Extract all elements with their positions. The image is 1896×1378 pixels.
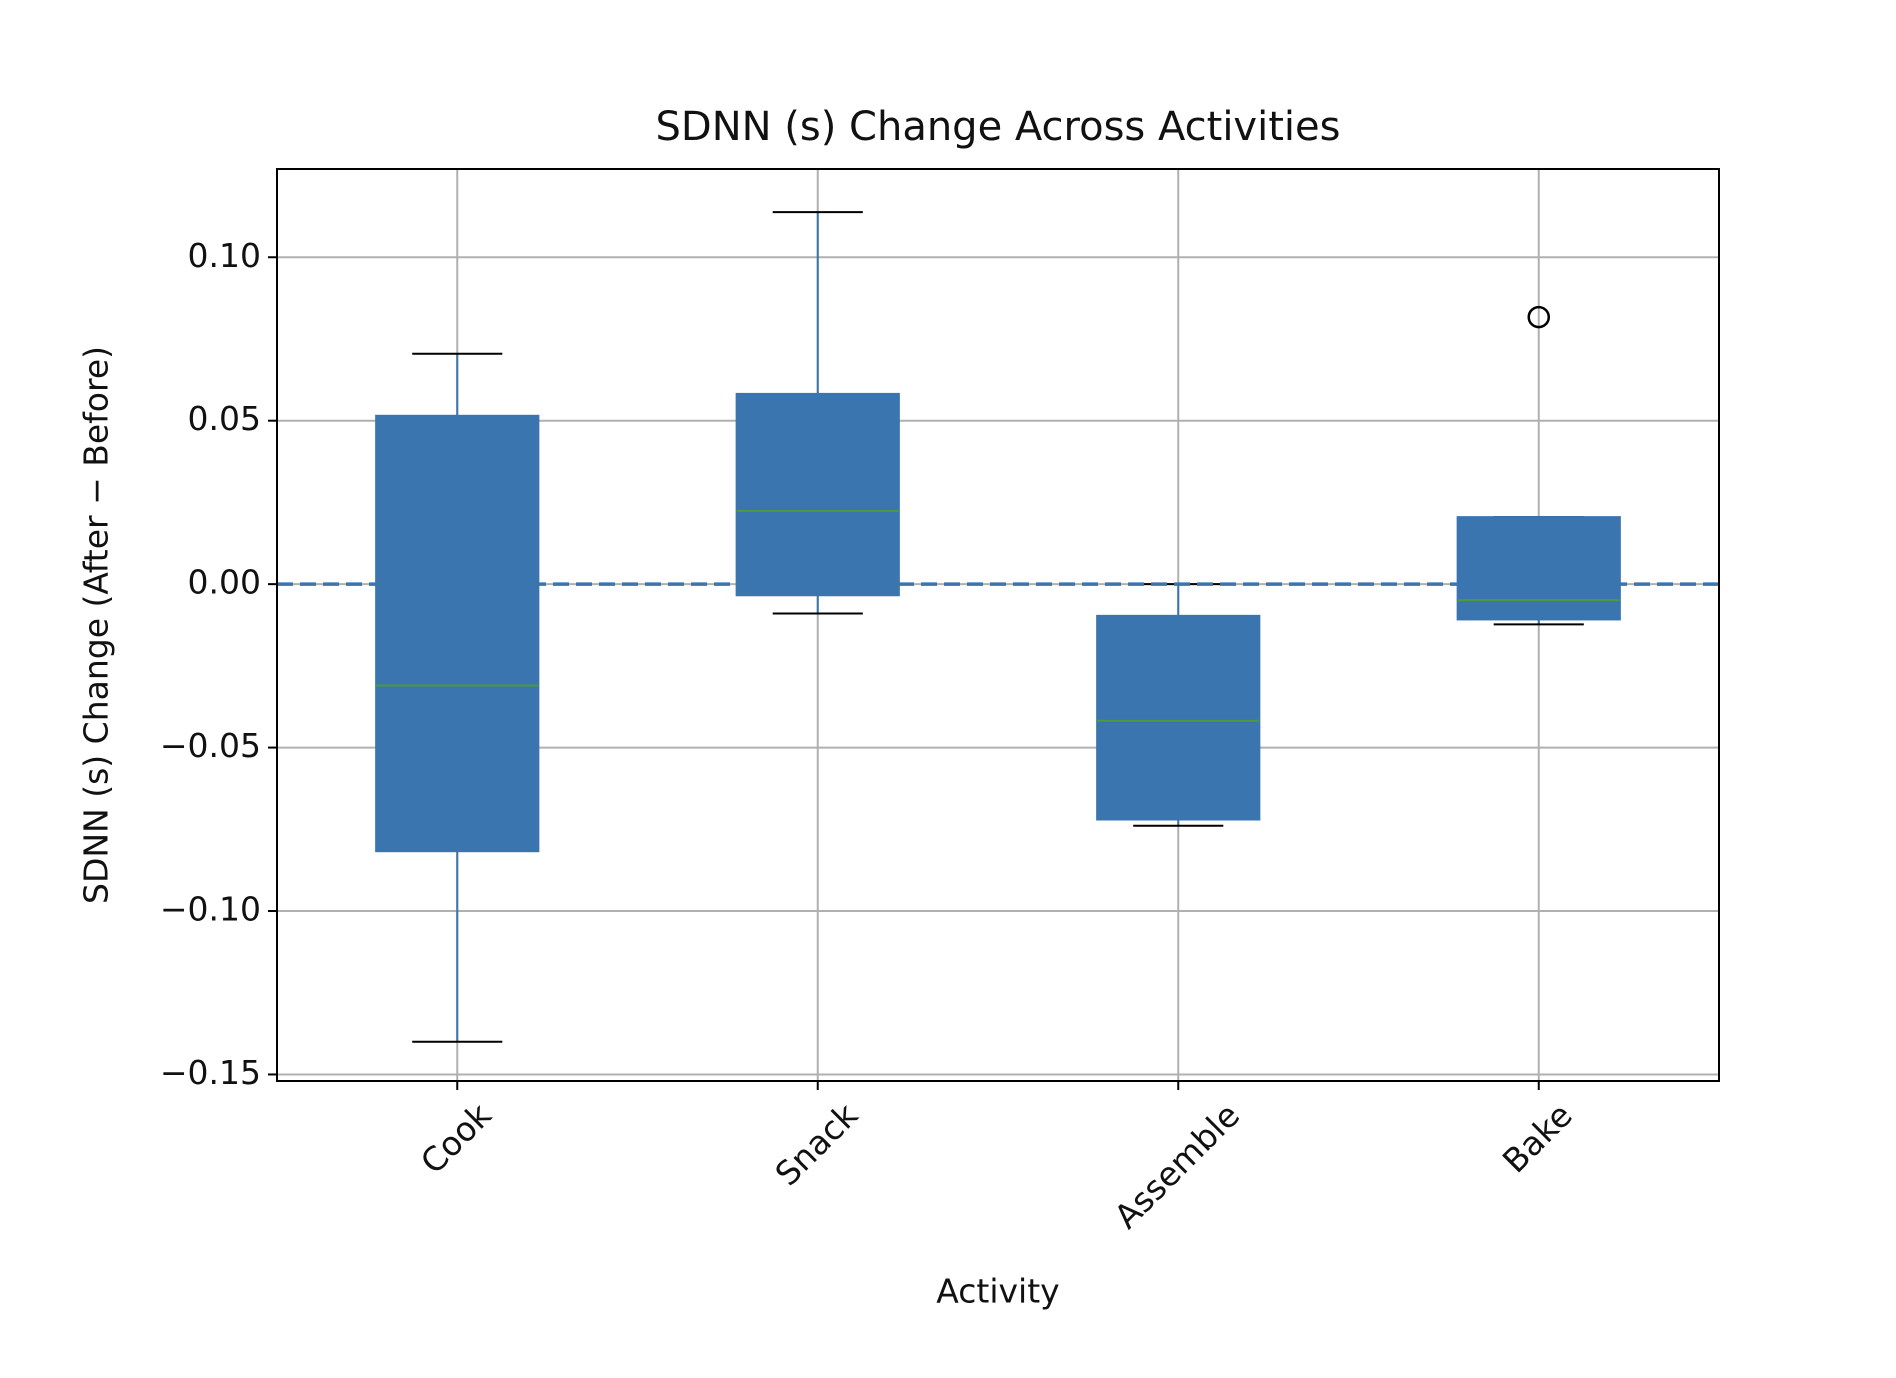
x-tick-label: Cook — [413, 1095, 500, 1182]
y-tick-label: 0.10 — [188, 236, 261, 275]
x-tick-label: Bake — [1495, 1095, 1580, 1180]
y-tick-label: 0.00 — [188, 563, 261, 602]
x-axis-label: Activity — [936, 1272, 1059, 1311]
box — [1096, 614, 1261, 821]
y-tick-label: −0.15 — [160, 1053, 261, 1092]
y-tick-label: −0.05 — [160, 726, 261, 765]
y-axis-label: SDNN (s) Change (After − Before) — [77, 346, 116, 904]
y-tick-label: 0.05 — [188, 399, 261, 438]
chart-title: SDNN (s) Change Across Activities — [656, 104, 1341, 150]
x-tick-label: Snack — [767, 1095, 865, 1193]
box — [1456, 516, 1621, 621]
box — [735, 392, 900, 597]
flier — [1527, 305, 1550, 329]
y-tick-label: −0.10 — [160, 890, 261, 929]
box — [375, 414, 540, 853]
x-tick-label: Assemble — [1107, 1095, 1248, 1236]
plot-frame — [276, 168, 1720, 1082]
